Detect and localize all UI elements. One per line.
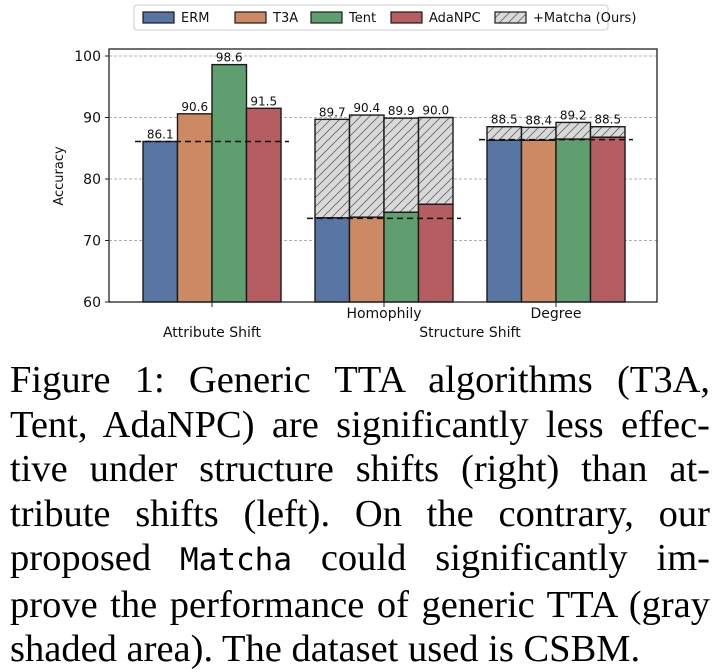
caption-line-1: Figure 1: Generic TTA algorithms (T3A, — [10, 359, 710, 401]
figure-caption: Figure 1: Generic TTA algorithms (T3A, T… — [10, 358, 710, 672]
value-label: 88.5 — [594, 113, 621, 127]
legend-swatch — [390, 11, 423, 24]
matcha-bar-degree-erm — [486, 126, 523, 141]
value-label: 89.9 — [388, 104, 415, 118]
bars — [142, 63, 626, 303]
y-tick-label: 60 — [83, 295, 101, 311]
matcha-bar-degree-adanpc — [589, 126, 626, 138]
legend-swatch — [142, 11, 175, 24]
bar-degree-erm — [486, 139, 523, 303]
y-tick-label: 70 — [83, 234, 101, 250]
legend-swatch — [310, 11, 343, 24]
bar-attribute-tent — [211, 63, 248, 303]
legend-label: AdaNPC — [429, 11, 481, 26]
group-label-attribute: Attribute Shift — [163, 325, 262, 341]
value-label: 90.0 — [422, 104, 449, 118]
value-label: 86.1 — [147, 127, 174, 141]
caption-line-5-post: could significantly im- — [291, 537, 710, 579]
value-labels: 86.1 90.6 98.6 91.5 89.7 90.4 89.9 90.0 88.5 88.4… — [147, 51, 621, 142]
caption-code-matcha: Matcha — [180, 542, 292, 578]
matcha-bar-homophily-tent — [383, 117, 420, 213]
legend-label: ERM — [181, 11, 209, 26]
value-label: 88.4 — [525, 113, 552, 127]
value-label: 88.5 — [491, 113, 518, 127]
matcha-bar-homophily-adanpc — [417, 116, 454, 205]
y-axis-ticks: 60 70 80 90 100 — [74, 49, 109, 311]
bar-degree-tent — [555, 138, 592, 303]
value-label: 91.5 — [250, 94, 277, 108]
caption-line-2: Tent, AdaNPC) are significantly less eff… — [10, 403, 710, 446]
value-label: 90.6 — [181, 100, 208, 114]
bar-homophily-erm — [314, 217, 351, 303]
legend: ERM T3A Tent AdaNPC +Matcha (Ours) — [133, 4, 636, 31]
value-label: 89.7 — [319, 105, 346, 119]
x-axis-ticks: Homophily Degree — [211, 302, 582, 322]
value-label: 89.2 — [560, 108, 587, 122]
bar-degree-t3a — [520, 139, 557, 303]
y-tick-label: 80 — [83, 172, 101, 188]
caption-line-3: tive under structure shifts (right) than… — [10, 448, 710, 490]
caption-line-5-pre: proposed — [10, 537, 180, 579]
y-tick-label: 100 — [74, 49, 101, 65]
bar-homophily-tent — [383, 211, 420, 303]
matcha-bar-degree-t3a — [520, 126, 557, 141]
caption-line-4: tribute shifts (left). On the contrary, … — [10, 492, 710, 535]
value-label: 98.6 — [216, 51, 243, 65]
y-axis-label: Accuracy — [52, 146, 67, 206]
caption-line-6: prove the performance of generic TTA (gr… — [10, 583, 710, 626]
legend-box — [133, 4, 609, 31]
bar-attribute-erm — [142, 140, 179, 303]
bar-attribute-adanpc — [245, 107, 282, 303]
plot-frame — [108, 48, 658, 303]
bar-degree-adanpc — [589, 136, 626, 303]
x-tick-label: Degree — [531, 306, 582, 322]
matcha-bar-degree-tent — [555, 121, 592, 140]
legend-swatch — [494, 11, 527, 24]
erm-reference-lines — [135, 138, 633, 220]
value-label: 90.4 — [353, 101, 380, 115]
caption-line-5: proposed Matcha could significantly im- — [10, 536, 710, 583]
y-tick-label: 90 — [83, 111, 101, 127]
legend-label: Tent — [348, 11, 376, 26]
x-tick-label: Homophily — [346, 306, 421, 322]
caption-line-7: shaded area). The dataset used is CSBM. — [10, 628, 641, 670]
group-label-structure: Structure Shift — [419, 325, 521, 341]
matcha-bar-homophily-erm — [314, 118, 351, 219]
legend-label: T3A — [272, 11, 298, 26]
bar-chart: 86.1 90.6 98.6 91.5 89.7 90.4 89.9 90.0 88.5 88.4… — [52, 4, 658, 341]
legend-swatch — [234, 11, 267, 24]
bar-homophily-t3a — [348, 216, 385, 303]
legend-label: +Matcha (Ours) — [533, 11, 636, 26]
matcha-bar-homophily-t3a — [348, 114, 385, 218]
